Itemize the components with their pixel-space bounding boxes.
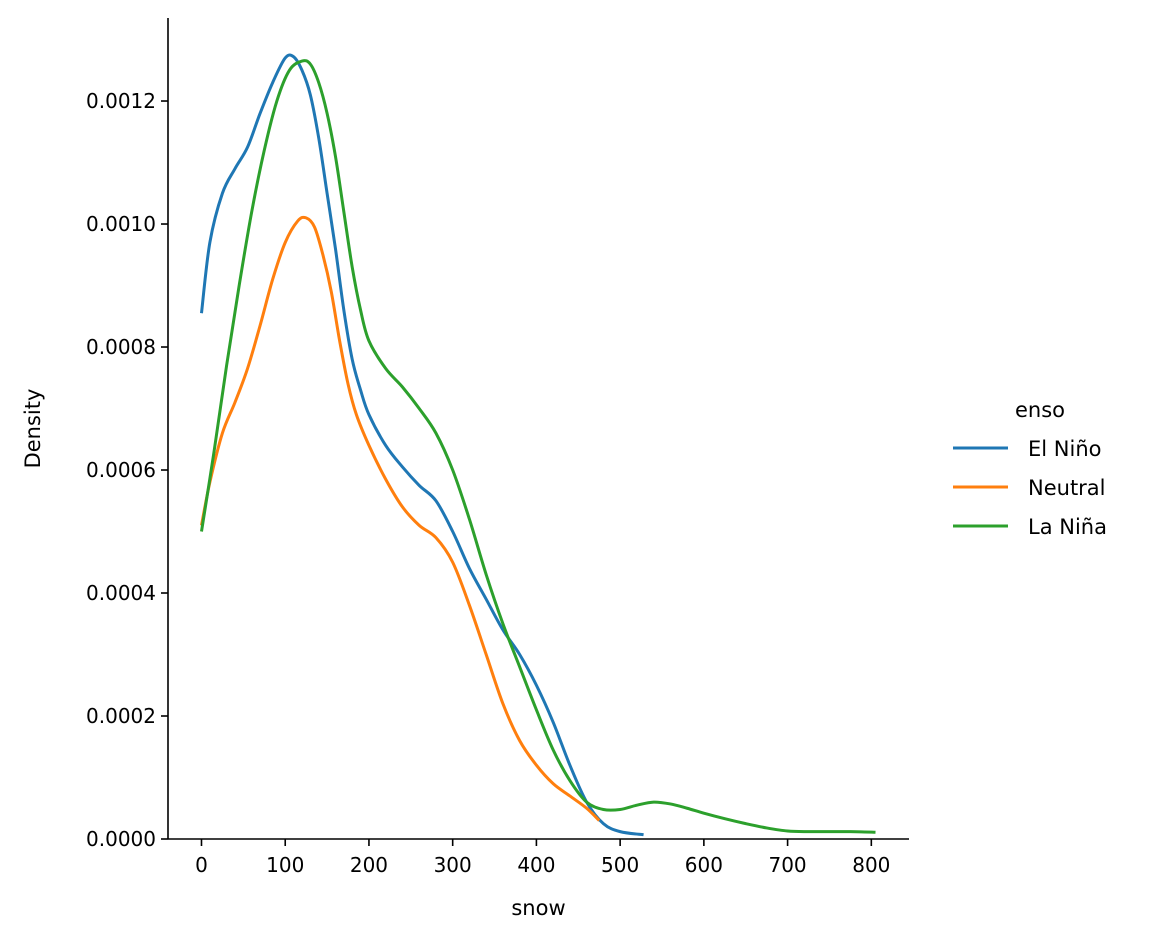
- x-tick-label: 0: [195, 853, 208, 877]
- series-line-0: [200, 53, 644, 837]
- legend-title: enso: [1015, 398, 1065, 422]
- y-tick-label: 0.0006: [86, 458, 156, 482]
- x-tick-label: 800: [852, 853, 890, 877]
- x-ticks: 0 100 200 300 400 500 600 700 800: [195, 839, 890, 877]
- plot-area: 0 100 200 300 400 500 600 700 800 0.00000.00020.…: [86, 18, 909, 877]
- x-tick-label: 600: [685, 853, 723, 877]
- legend-item-label: El Niño: [1028, 437, 1101, 461]
- series-line-1: [200, 215, 601, 822]
- y-tick-label: 0.0004: [86, 581, 156, 605]
- y-tick-label: 0.0012: [86, 89, 156, 113]
- legend-item-label: Neutral: [1028, 476, 1106, 500]
- series-lines: [200, 53, 876, 837]
- legend: enso El Niño Neutral La Niña: [953, 398, 1107, 539]
- y-ticks: 0.0000 0.0002 0.0004 0.0006 0.0008 0.0010 0.00…: [86, 89, 168, 851]
- y-tick-label: 0.0000: [86, 827, 156, 851]
- legend-item-label: La Niña: [1028, 515, 1107, 539]
- series-line-2: [200, 59, 876, 834]
- x-tick-label: 100: [266, 853, 304, 877]
- x-tick-label: 200: [350, 853, 388, 877]
- x-tick-label: 500: [601, 853, 639, 877]
- x-axis-title: snow: [511, 896, 565, 920]
- y-tick-label: 0.0002: [86, 704, 156, 728]
- x-tick-label: 400: [517, 853, 555, 877]
- x-tick-label: 300: [434, 853, 472, 877]
- y-tick-label: 0.0008: [86, 335, 156, 359]
- y-tick-label: 0.0010: [86, 212, 156, 236]
- y-axis-title: Density: [21, 389, 45, 469]
- x-tick-label: 700: [768, 853, 806, 877]
